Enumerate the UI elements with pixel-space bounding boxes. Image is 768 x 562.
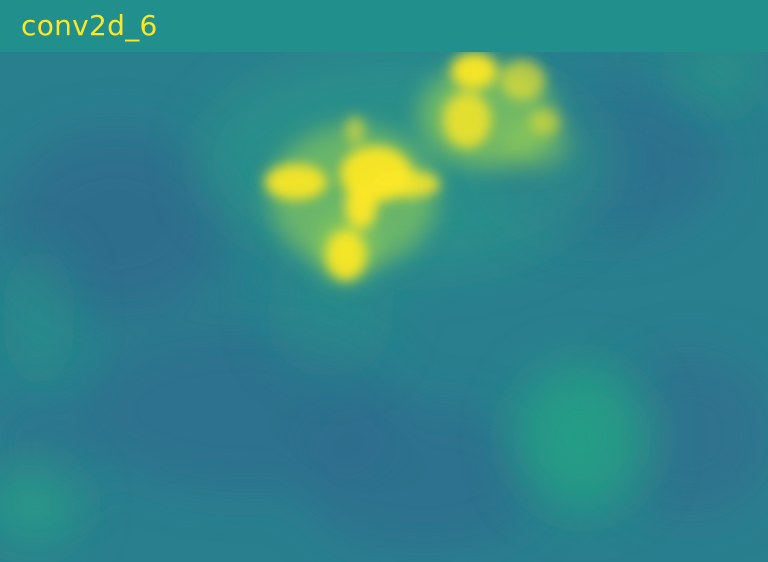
mid-region bbox=[266, 257, 394, 377]
mid-region bbox=[3, 245, 75, 389]
peak-region bbox=[501, 60, 545, 100]
peak-region bbox=[530, 109, 560, 135]
low-region bbox=[603, 352, 768, 516]
mid-region bbox=[0, 460, 81, 548]
mid-region bbox=[672, 52, 768, 108]
layer-title: conv2d_6 bbox=[21, 9, 158, 42]
peak-region bbox=[265, 164, 327, 200]
peak-activation-regions bbox=[265, 53, 560, 280]
title-bar: conv2d_6 bbox=[0, 0, 768, 52]
peak-region bbox=[345, 183, 377, 229]
peak-region bbox=[345, 116, 365, 144]
heatmap-svg bbox=[0, 52, 768, 562]
peak-region bbox=[372, 170, 440, 198]
peak-region bbox=[451, 53, 497, 89]
activation-heatmap bbox=[0, 52, 768, 562]
peak-region bbox=[443, 92, 491, 148]
peak-region bbox=[326, 230, 366, 280]
mid-region bbox=[512, 364, 652, 512]
low-region bbox=[302, 406, 546, 550]
